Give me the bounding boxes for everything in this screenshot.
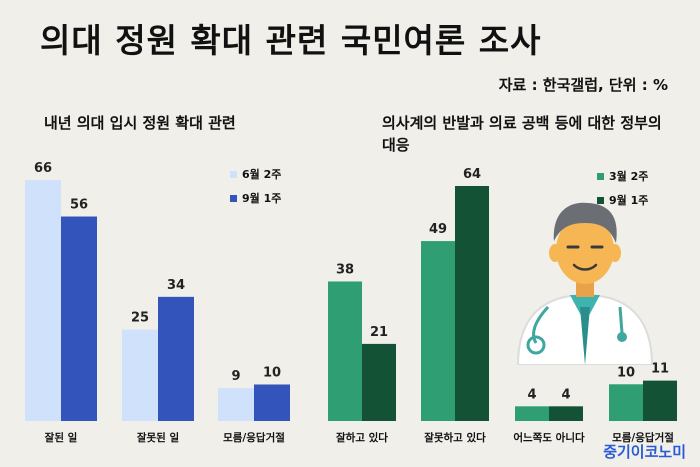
legend-item: 9월 1주 [597, 188, 648, 212]
doctor-illustration [516, 202, 654, 365]
bar [421, 241, 455, 421]
category-label: 모름/응답거절 [223, 431, 285, 444]
bar [158, 296, 194, 421]
bar [61, 216, 97, 421]
right-chart-title: 의사계의 반발과 의료 공백 등에 대한 정부의 대응 [382, 114, 662, 154]
bar [362, 343, 396, 421]
legend-label: 9월 1주 [609, 194, 649, 207]
legend-swatch [597, 196, 604, 204]
bar [25, 180, 61, 421]
legend-swatch [230, 170, 237, 178]
right-chart-legend: 3월 2주 9월 1주 [597, 164, 648, 212]
data-label: 11 [651, 362, 669, 377]
data-label: 64 [463, 167, 481, 182]
data-label: 10 [617, 365, 635, 380]
source-note: 자료 : 한국갤럽, 단위 : % [498, 76, 668, 94]
left-chart-title: 내년 의대 입시 정원 확대 관련 [44, 114, 236, 132]
bar [328, 281, 362, 421]
category-label: 잘못하고 있다 [424, 431, 486, 444]
data-label: 21 [370, 325, 388, 340]
category-label: 모름/응답거절 [612, 431, 674, 444]
bar [609, 384, 643, 421]
left-chart-legend: 6월 2주 9월 1주 [230, 162, 281, 210]
legend-label: 6월 2주 [242, 168, 282, 181]
legend-swatch [597, 172, 604, 180]
data-label: 34 [167, 278, 185, 293]
legend-item: 6월 2주 [230, 162, 281, 186]
data-label: 4 [527, 387, 536, 402]
page-title: 의대 정원 확대 관련 국민여론 조사 [40, 21, 542, 60]
legend-swatch [230, 194, 237, 202]
bar [643, 380, 677, 421]
bar [218, 388, 254, 421]
data-label: 66 [34, 161, 52, 176]
category-label: 어느쪽도 아니다 [513, 431, 585, 444]
legend-item: 3월 2주 [597, 164, 648, 188]
bar [549, 406, 583, 421]
data-label: 56 [70, 198, 88, 213]
bar [515, 406, 549, 421]
category-label: 잘하고 있다 [336, 431, 388, 444]
data-label: 10 [263, 365, 281, 380]
data-label: 4 [561, 387, 570, 402]
bar [455, 186, 489, 421]
data-label: 25 [131, 311, 149, 326]
legend-label: 9월 1주 [242, 192, 282, 205]
category-label: 잘못된 일 [137, 431, 179, 444]
data-label: 38 [336, 262, 354, 277]
data-label: 49 [429, 222, 447, 237]
bar [254, 384, 290, 421]
legend-label: 3월 2주 [609, 170, 649, 183]
bar [122, 329, 158, 421]
category-label: 잘된 일 [45, 431, 78, 444]
data-label: 9 [231, 369, 240, 384]
brand-logo: 중기이코노미 [603, 443, 686, 461]
legend-item: 9월 1주 [230, 186, 281, 210]
